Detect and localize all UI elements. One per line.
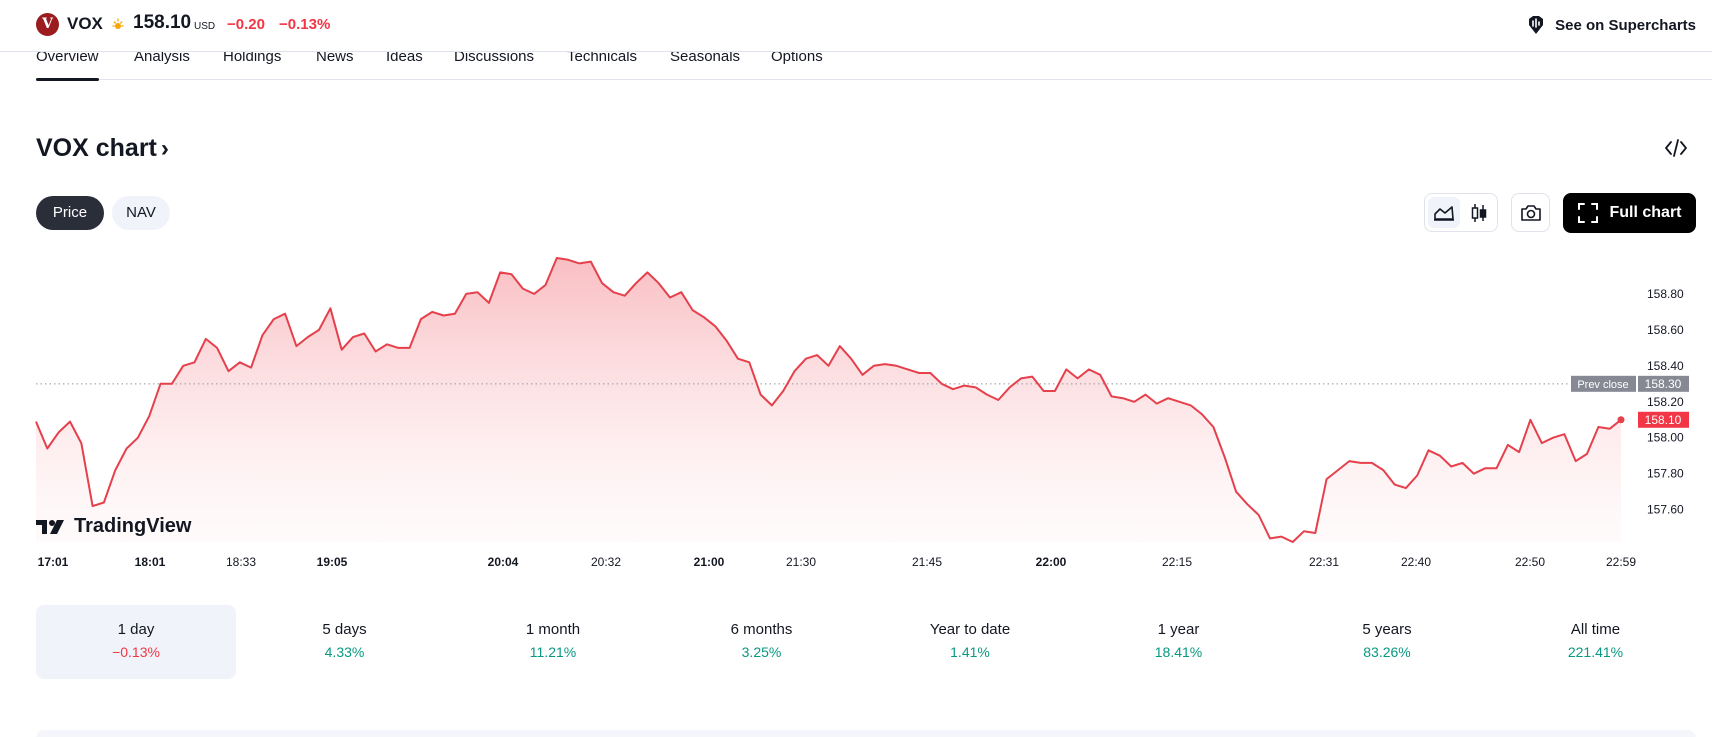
period-label: 1 year [1157,621,1200,638]
period-1-day[interactable]: 1 day −0.13% [36,605,236,679]
x-tick-label: 21:00 [694,555,725,569]
area-chart-button[interactable] [1428,197,1460,228]
tab-ideas[interactable]: Ideas [386,48,423,65]
price-area-chart[interactable]: 157.60 157.80 158.00 158.20 158.40 158.60 158.… [0,240,1712,570]
supercharts-icon [1529,16,1544,34]
period-1-month[interactable]: 1 month 11.21% [453,605,653,679]
last-price-dot [1617,416,1625,424]
area-chart-icon [1434,205,1454,221]
x-tick-label: 22:15 [1162,555,1192,569]
next-section-card [36,730,1696,737]
period-change-value: 4.33% [324,644,365,660]
vox-logo-icon: V [36,13,59,36]
price-line [35,257,1622,543]
period-change-value: 18.41% [1154,644,1203,660]
tab-news[interactable]: News [316,48,354,65]
chart-type-switcher [1424,193,1498,232]
tab-holdings[interactable]: Holdings [223,48,282,65]
y-tick-label: 158.20 [1647,395,1684,409]
snapshot-button[interactable] [1511,193,1550,232]
fullscreen-icon [1578,203,1599,223]
candlestick-chart-button[interactable] [1463,197,1495,228]
x-tick-label: 21:30 [786,555,816,569]
last-price: 158.10 [133,12,192,33]
tab-analysis[interactable]: Analysis [134,48,190,65]
period-all-time[interactable]: All time 221.41% [1496,605,1696,679]
y-axis: 157.60 157.80 158.00 158.20 158.40 158.60 158.… [1647,287,1684,517]
chart-section-title[interactable]: VOX chart › [36,134,169,163]
y-tick-label: 157.80 [1647,467,1684,481]
x-tick-label: 18:33 [226,555,256,569]
period-change-value: 221.41% [1567,644,1624,660]
last-price-value: 158.10 [1645,413,1682,427]
x-tick-label: 20:04 [488,555,519,569]
prev-close-value: 158.30 [1645,377,1682,391]
period-change-value: 83.26% [1363,644,1411,660]
period-label: Year to date [929,621,1011,638]
full-chart-button[interactable]: Full chart [1563,193,1696,233]
period-label: 5 days [322,621,367,638]
embed-code-icon[interactable] [1664,137,1688,159]
prev-close-label: Prev close 158.30 [1571,375,1689,392]
tab-options[interactable]: Options [771,48,823,65]
x-tick-label: 21:45 [912,555,942,569]
chart-title-text: VOX chart [36,134,157,162]
price-change-absolute: −0.20 [227,16,265,33]
tab-overview[interactable]: Overview [36,48,99,81]
price-area-fill [36,258,1621,542]
y-tick-label: 157.60 [1647,503,1684,517]
last-price-label: 158.10 [1638,411,1689,428]
prev-close-text: Prev close [1577,379,1628,391]
tab-technicals[interactable]: Technicals [567,48,638,65]
x-tick-label: 22:40 [1401,555,1431,569]
tab-discussions[interactable]: Discussions [454,48,535,65]
x-tick-label: 22:00 [1036,555,1067,569]
y-tick-label: 158.60 [1647,323,1684,337]
x-tick-label: 18:01 [135,555,166,569]
sun-icon [112,18,124,29]
full-chart-label: Full chart [1609,204,1682,221]
y-tick-label: 158.80 [1647,287,1684,301]
nav-toggle-button[interactable]: NAV [112,196,170,230]
price-toggle-button[interactable]: Price [36,196,104,230]
ticker-symbol: VOX [67,14,103,33]
y-tick-label: 158.00 [1647,431,1684,445]
camera-icon [1520,204,1541,221]
symbol-tabs: Overview Analysis Holdings News Ideas Di… [36,42,1712,81]
period-5-days[interactable]: 5 days 4.33% [245,605,445,679]
tradingview-logo: TradingView [36,515,191,538]
period-5-years[interactable]: 5 years 83.26% [1287,605,1487,679]
see-on-supercharts-link[interactable]: See on Supercharts [1525,13,1696,37]
x-tick-label: 22:59 [1606,555,1636,569]
period-1-year[interactable]: 1 year 18.41% [1079,605,1279,679]
candlestick-icon [1471,203,1487,222]
period-change-value: 3.25% [741,644,782,660]
x-axis: 17:01 18:01 18:33 19:05 20:04 20:32 21:00 21:30… [38,555,1637,569]
price-change-percent: −0.13% [279,16,331,33]
currency-label: USD [194,21,216,32]
period-label: 5 years [1362,621,1412,638]
period-change-value: 1.41% [950,644,990,660]
tradingview-wordmark: TradingView [74,515,192,537]
period-label: 1 month [525,621,581,638]
period-label: 1 day [117,621,155,638]
tradingview-logo-icon [36,519,64,534]
period-label: 6 months [730,621,793,638]
x-tick-label: 20:32 [591,555,621,569]
period-change-value: 11.21% [529,644,577,660]
supercharts-label: See on Supercharts [1555,16,1696,34]
y-tick-label: 158.40 [1647,359,1684,373]
x-tick-label: 17:01 [38,555,69,569]
chevron-right-icon: › [160,134,169,162]
x-tick-label: 22:31 [1309,555,1339,569]
period-change-value: −0.13% [112,644,160,660]
symbol-header: V VOX 158.10 USD −0.20 −0.13% See on Sup… [0,0,1712,52]
period-year-to-date[interactable]: Year to date 1.41% [870,605,1070,679]
performance-periods: 1 day −0.13% 5 days 4.33% 1 month 11.21% 6 mon… [36,605,1696,679]
period-label: All time [1570,621,1621,638]
tab-seasonals[interactable]: Seasonals [670,48,741,65]
period-6-months[interactable]: 6 months 3.25% [662,605,862,679]
x-tick-label: 19:05 [317,555,348,569]
x-tick-label: 22:50 [1515,555,1545,569]
